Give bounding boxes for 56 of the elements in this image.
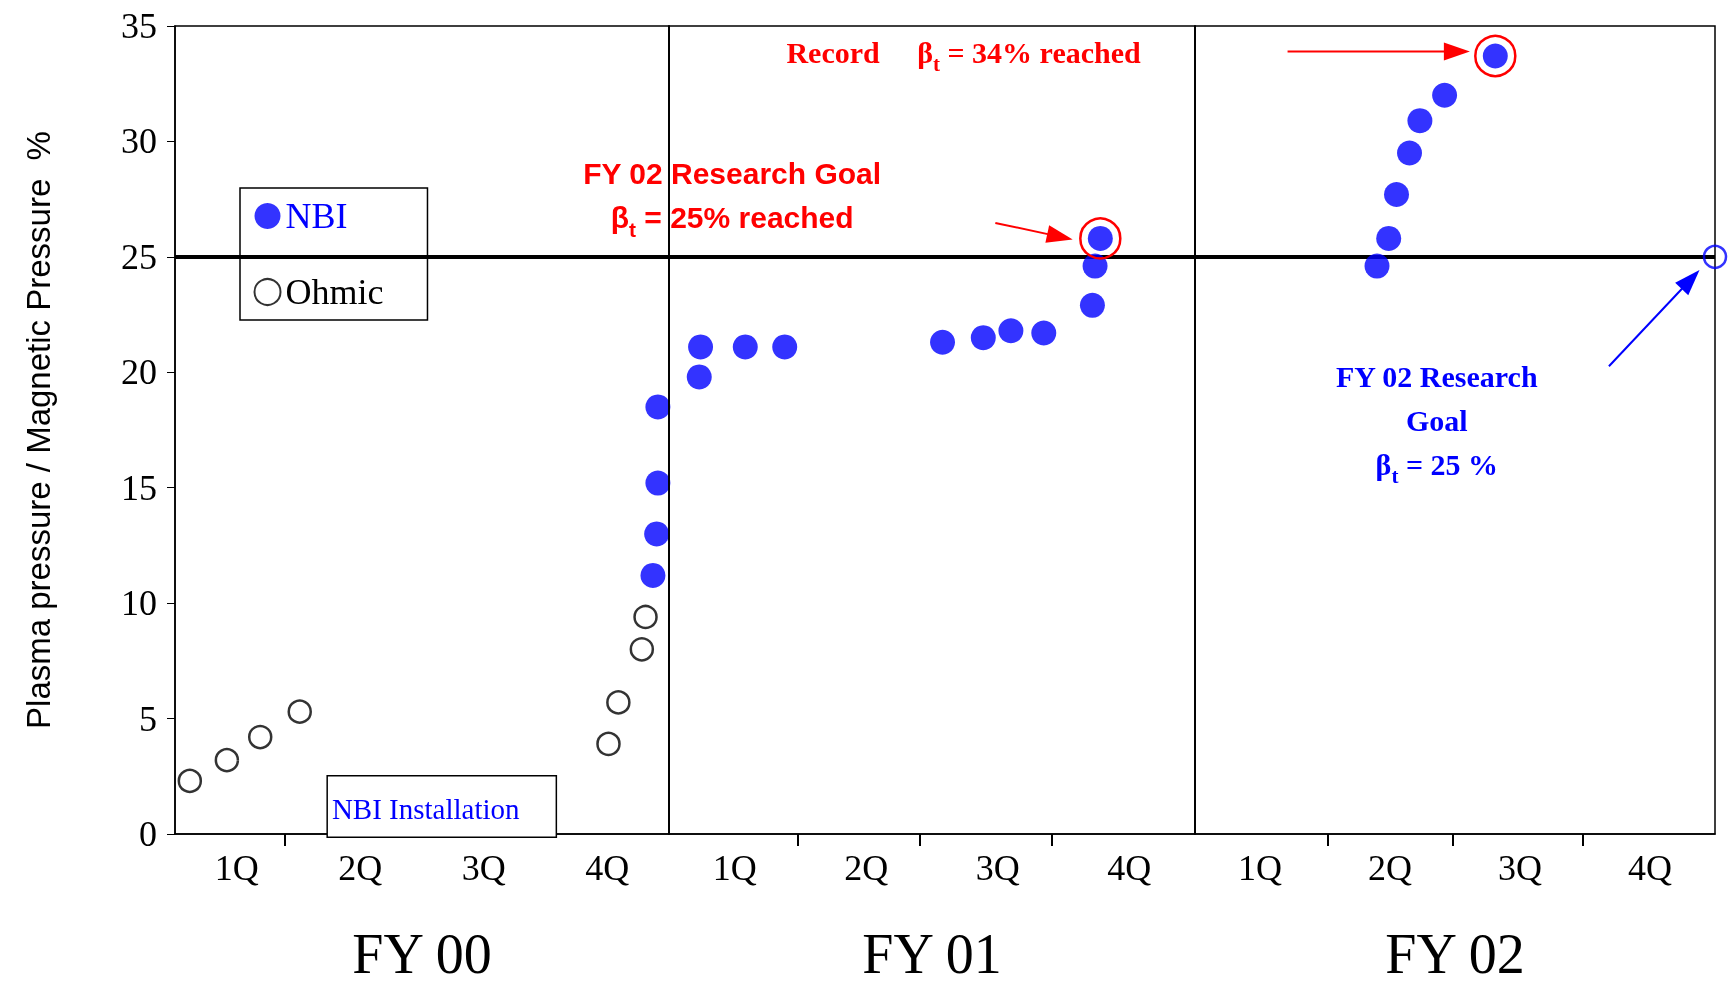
point [1376, 225, 1402, 251]
point [1407, 108, 1433, 134]
point [1397, 140, 1422, 166]
x-tick-label: 3Q [461, 848, 506, 888]
x-tick-label: 4Q [1107, 848, 1152, 888]
x-tick-label: 2Q [1368, 848, 1412, 888]
y-tick-label: 35 [121, 6, 157, 46]
y-tick-label: 5 [139, 698, 157, 739]
point [177, 768, 203, 794]
annotation: NBI Installation [331, 792, 521, 825]
x-tick-label: 2Q [338, 848, 383, 888]
x-axis-title: FY 01 [862, 923, 1002, 985]
point [998, 318, 1024, 344]
x-tick-label: 1Q [214, 848, 259, 888]
legend-label: Ohmic [285, 272, 384, 312]
point [930, 329, 956, 355]
point [1082, 253, 1108, 279]
point [772, 334, 798, 360]
point [732, 334, 758, 360]
point [1364, 253, 1390, 279]
point [1384, 182, 1409, 208]
x-axis-title: FY 00 [352, 923, 492, 985]
point [1079, 292, 1105, 318]
x-tick-label: 1Q [1238, 848, 1282, 888]
point [640, 562, 666, 588]
point [686, 364, 712, 390]
point [645, 470, 671, 496]
point [644, 521, 670, 547]
point [645, 394, 671, 420]
y-axis-title: Plasma pressure / Magnetic Pressure % [20, 131, 57, 729]
y-tick-label: 0 [139, 814, 157, 854]
point [688, 334, 714, 360]
x-tick-label: 2Q [844, 848, 889, 888]
x-tick-label: 4Q [585, 848, 630, 888]
y-tick-label: 15 [121, 467, 157, 508]
x-axis-title: FY 02 [1385, 923, 1525, 985]
x-tick-label: 4Q [1628, 848, 1672, 888]
y-tick-label: 10 [121, 583, 157, 624]
x-tick-label: 3Q [1498, 848, 1542, 888]
x-tick-label: 1Q [712, 848, 757, 888]
y-tick-label: 30 [121, 121, 157, 162]
point [596, 731, 621, 757]
point [1702, 244, 1728, 270]
point [214, 747, 240, 773]
point [287, 699, 312, 724]
point [970, 325, 996, 351]
y-tick-label: 20 [121, 352, 157, 393]
point [606, 690, 631, 715]
y-tick-label: 25 [121, 236, 157, 277]
point [1031, 320, 1057, 346]
point [629, 637, 655, 662]
point [633, 604, 658, 630]
point [1432, 82, 1458, 108]
point [247, 724, 273, 750]
x-tick-label: 3Q [975, 848, 1020, 888]
legend-label: NBI [285, 196, 348, 236]
